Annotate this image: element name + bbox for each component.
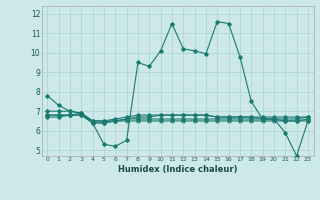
X-axis label: Humidex (Indice chaleur): Humidex (Indice chaleur) <box>118 165 237 174</box>
